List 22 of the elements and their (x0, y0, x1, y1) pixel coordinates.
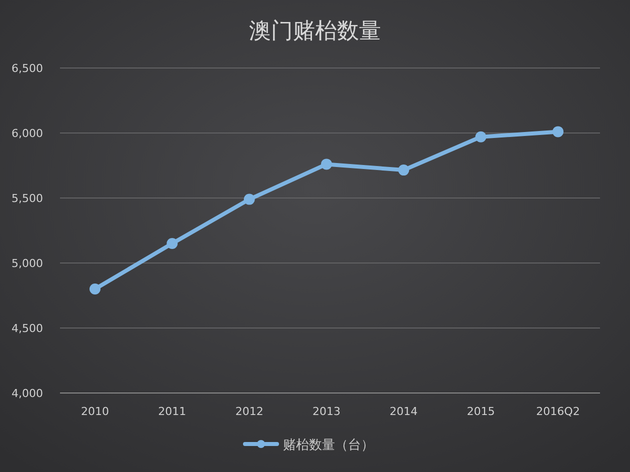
x-tick-label: 2010 (81, 405, 109, 418)
point (166, 238, 178, 249)
x-tick-label: 2012 (235, 405, 264, 418)
x-tick-label: 2013 (312, 405, 340, 418)
x-tick-label: 2014 (390, 405, 418, 418)
x-tick-label: 2011 (158, 405, 186, 418)
y-tick-label: 5,000 (12, 257, 43, 270)
legend-label: 赌枱数量（台） (283, 438, 374, 453)
chart-title: 澳门赌枱数量 (249, 19, 381, 44)
y-tick-label: 5,500 (12, 192, 43, 205)
point (398, 164, 410, 176)
point (90, 284, 100, 294)
point (552, 126, 564, 138)
point (475, 131, 486, 142)
x-tick-label: 2015 (466, 405, 495, 418)
y-tick-label: 6,000 (12, 127, 43, 140)
y-tick-label: 6,500 (12, 62, 43, 75)
y-tick-label: 4,000 (12, 387, 43, 400)
x-tick-label: 2016Q2 (536, 405, 580, 418)
point (321, 158, 332, 170)
point (244, 194, 255, 205)
y-tick-label: 4,500 (12, 322, 43, 335)
